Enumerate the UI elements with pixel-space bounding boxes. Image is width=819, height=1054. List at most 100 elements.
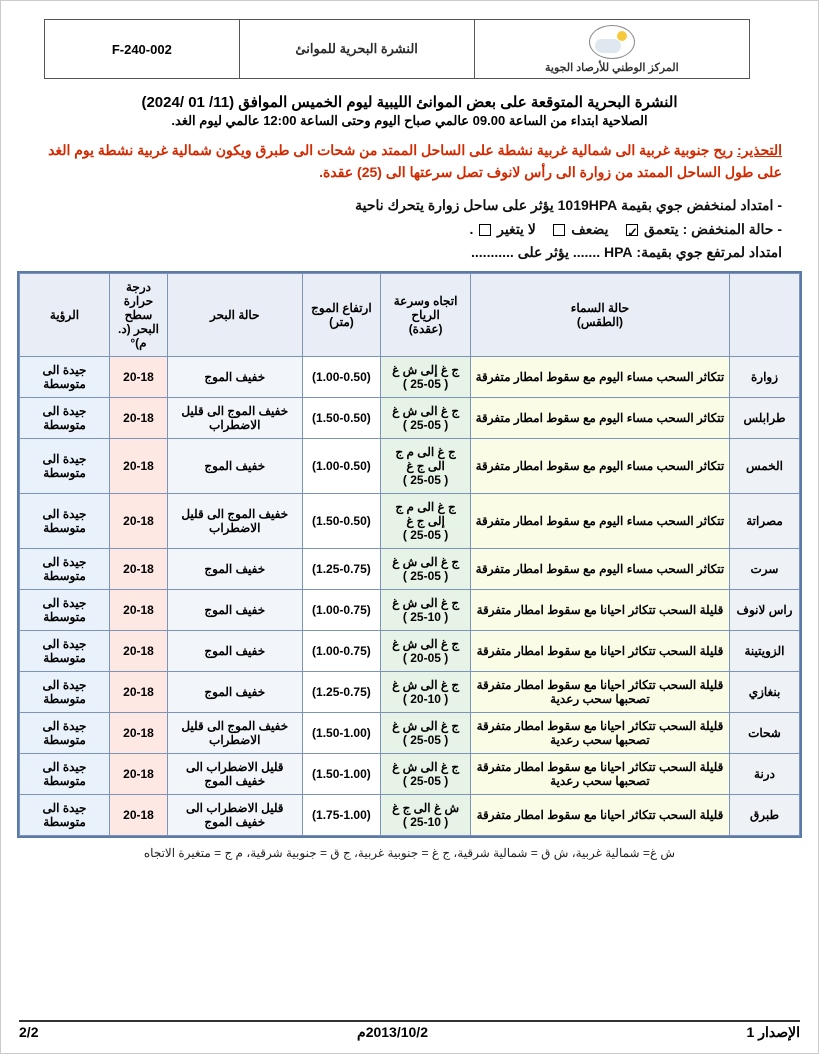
cell-temp: 20-18 — [110, 713, 168, 754]
cell-wind: ج غ الى م ج إلى ج غ( 25-05 ) — [381, 494, 471, 549]
cell-temp: 20-18 — [110, 357, 168, 398]
cell-sky: تتكاثر السحب مساء اليوم مع سقوط امطار مت… — [470, 357, 729, 398]
footer-page: 2/2 — [19, 1024, 38, 1041]
cell-temp: 20-18 — [110, 590, 168, 631]
cell-sea: خفيف الموج — [168, 672, 303, 713]
logo-icon — [589, 25, 635, 59]
table-row: درنةقليلة السحب تتكاثر احيانا مع سقوط ام… — [20, 754, 800, 795]
cell-temp: 20-18 — [110, 439, 168, 494]
cell-vis: جيدة الى متوسطة — [20, 713, 110, 754]
cell-vis: جيدة الى متوسطة — [20, 672, 110, 713]
cell-sea: خفيف الموج — [168, 549, 303, 590]
synoptic-state: - حالة المنخفض : يتعمق يضعف لا يتغير . — [37, 218, 782, 242]
cell-port: سرت — [730, 549, 800, 590]
col-temp: درجة حرارة سطح البحر (د. م)° — [110, 274, 168, 357]
cell-sky: تتكاثر السحب مساء اليوم مع سقوط امطار مت… — [470, 439, 729, 494]
header-doc-title: النشرة البحرية للموانئ — [239, 20, 474, 78]
checkbox-weaken — [553, 224, 565, 236]
cell-temp: 20-18 — [110, 795, 168, 836]
cell-temp: 20-18 — [110, 631, 168, 672]
cell-port: طبرق — [730, 795, 800, 836]
cell-vis: جيدة الى متوسطة — [20, 357, 110, 398]
footer: الإصدار 1 2013/10/2م 2/2 — [19, 1020, 800, 1041]
col-wave: ارتفاع الموج (متر) — [302, 274, 381, 357]
cell-wave: (1.25-0.75) — [302, 672, 381, 713]
cell-wind: ج غ الى ش غ( 20-10 ) — [381, 672, 471, 713]
footer-date: 2013/10/2م — [357, 1024, 428, 1041]
cell-sky: قليلة السحب تتكاثر احيانا مع سقوط امطار … — [470, 754, 729, 795]
cell-vis: جيدة الى متوسطة — [20, 398, 110, 439]
cell-vis: جيدة الى متوسطة — [20, 494, 110, 549]
cell-wind: ج غ إلى ش غ( 25-05 ) — [381, 357, 471, 398]
cell-wave: (1.50-0.50) — [302, 398, 381, 439]
cell-temp: 20-18 — [110, 398, 168, 439]
checkbox-same — [479, 224, 491, 236]
cell-wind: ج غ الى ش غ( 25-10 ) — [381, 590, 471, 631]
table-row: مصراتةتتكاثر السحب مساء اليوم مع سقوط ام… — [20, 494, 800, 549]
table-row: طرابلستتكاثر السحب مساء اليوم مع سقوط ام… — [20, 398, 800, 439]
cell-wind: ج غ الى ش غ( 25-05 ) — [381, 398, 471, 439]
table-row: شحاتقليلة السحب تتكاثر احيانا مع سقوط ام… — [20, 713, 800, 754]
cell-wave: (1.00-0.50) — [302, 357, 381, 398]
cell-wind: ج غ الى ش غ( 25-05 ) — [381, 713, 471, 754]
cell-sea: خفيف الموج — [168, 590, 303, 631]
cell-wind: ج غ الى ش غ( 25-05 ) — [381, 549, 471, 590]
cell-port: بنغازي — [730, 672, 800, 713]
cell-wave: (1.50-0.50) — [302, 494, 381, 549]
checkbox-deepen — [626, 224, 638, 236]
cell-port: مصراتة — [730, 494, 800, 549]
cell-port: الزويتينة — [730, 631, 800, 672]
cell-wave: (1.00-0.75) — [302, 631, 381, 672]
cell-port: الخمس — [730, 439, 800, 494]
cell-vis: جيدة الى متوسطة — [20, 590, 110, 631]
synoptic-low: - امتداد لمنخفض جوي بقيمة 1019HPA يؤثر ع… — [37, 194, 782, 218]
cell-wave: (1.50-1.00) — [302, 713, 381, 754]
option-deepen: يتعمق — [644, 221, 679, 237]
cell-port: درنة — [730, 754, 800, 795]
col-sea: حالة البحر — [168, 274, 303, 357]
cell-sky: تتكاثر السحب مساء اليوم مع سقوط امطار مت… — [470, 494, 729, 549]
cell-temp: 20-18 — [110, 672, 168, 713]
col-wind: اتجاه وسرعة الرياح(عقدة) — [381, 274, 471, 357]
cell-sea: خفيف الموج الى قليل الاضطراب — [168, 713, 303, 754]
cell-wind: ش غ الى ج غ( 25-10 ) — [381, 795, 471, 836]
cell-wind: ج غ الى ش غ( 20-05 ) — [381, 631, 471, 672]
cell-wave: (1.75-1.00) — [302, 795, 381, 836]
legend: ش غ= شمالية غربية، ش ق = شمالية شرقية، ج… — [23, 846, 796, 860]
cell-temp: 20-18 — [110, 494, 168, 549]
header-box: المركز الوطني للأرصاد الجوية النشرة البح… — [44, 19, 750, 79]
synoptic-state-label: - حالة المنخفض : — [683, 221, 782, 237]
cell-vis: جيدة الى متوسطة — [20, 549, 110, 590]
cell-vis: جيدة الى متوسطة — [20, 795, 110, 836]
cell-sea: قليل الاضطراب الى خفيف الموج — [168, 795, 303, 836]
forecast-table: حالة السماء(الطقس) اتجاه وسرعة الرياح(عق… — [19, 273, 800, 836]
cell-sea: خفيف الموج — [168, 357, 303, 398]
cell-port: زوارة — [730, 357, 800, 398]
table-row: طبرققليلة السحب تتكاثر احيانا مع سقوط ام… — [20, 795, 800, 836]
title-main: النشرة البحرية المتوقعة على بعض الموانئ … — [19, 93, 800, 111]
cell-wave: (1.25-0.75) — [302, 549, 381, 590]
cell-wave: (1.00-0.75) — [302, 590, 381, 631]
cell-vis: جيدة الى متوسطة — [20, 631, 110, 672]
warning-block: التحذير: ريح جنوبية غربية الى شمالية غرب… — [37, 139, 782, 184]
cell-wave: (1.50-1.00) — [302, 754, 381, 795]
table-row: سرتتتكاثر السحب مساء اليوم مع سقوط امطار… — [20, 549, 800, 590]
title-validity: الصلاحية ابتداء من الساعة 09.00 عالمي صب… — [19, 113, 800, 129]
cell-wave: (1.00-0.50) — [302, 439, 381, 494]
cell-sea: قليل الاضطراب الى خفيف الموج — [168, 754, 303, 795]
cell-sky: قليلة السحب تتكاثر احيانا مع سقوط امطار … — [470, 590, 729, 631]
title-block: النشرة البحرية المتوقعة على بعض الموانئ … — [19, 93, 800, 129]
cell-wind: ج غ الى م ج الى ج غ( 25-05 ) — [381, 439, 471, 494]
cell-sky: تتكاثر السحب مساء اليوم مع سقوط امطار مت… — [470, 398, 729, 439]
cell-vis: جيدة الى متوسطة — [20, 439, 110, 494]
option-weaken: يضعف — [571, 221, 608, 237]
table-header-row: حالة السماء(الطقس) اتجاه وسرعة الرياح(عق… — [20, 274, 800, 357]
cell-temp: 20-18 — [110, 754, 168, 795]
warning-label: التحذير: — [737, 142, 782, 158]
cell-sea: خفيف الموج الى قليل الاضطراب — [168, 398, 303, 439]
cell-sky: قليلة السحب تتكاثر احيانا مع سقوط امطار … — [470, 795, 729, 836]
cell-port: طرابلس — [730, 398, 800, 439]
table-row: زوارةتتكاثر السحب مساء اليوم مع سقوط امط… — [20, 357, 800, 398]
col-vis: الرؤية — [20, 274, 110, 357]
cell-sea: خفيف الموج — [168, 439, 303, 494]
